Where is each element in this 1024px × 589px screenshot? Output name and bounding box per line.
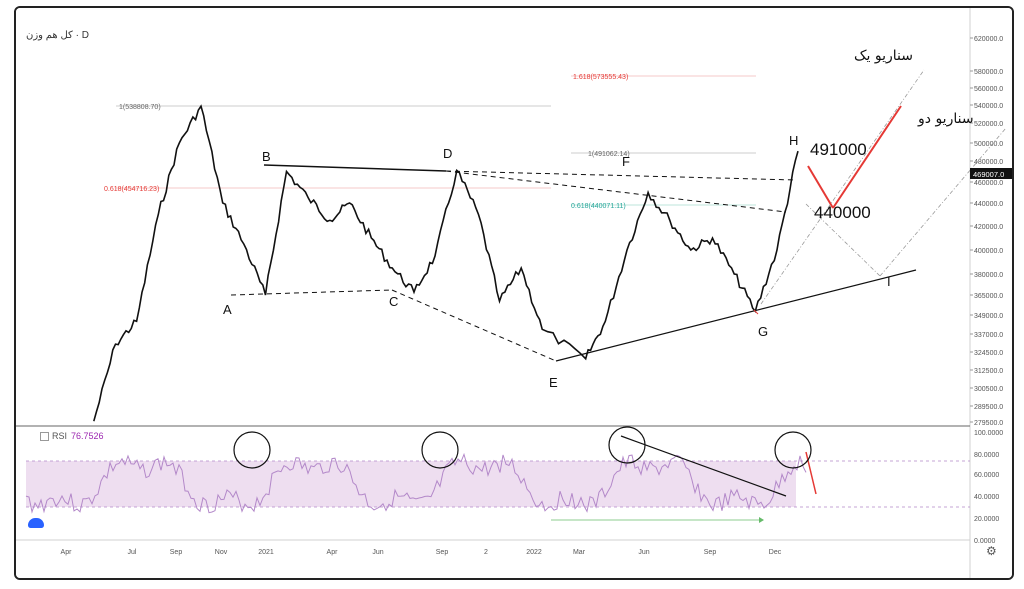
current-price-tag <box>970 168 1012 179</box>
pattern-point-A: A <box>223 302 232 317</box>
y-tick-label: 349000.0 <box>974 313 1003 320</box>
y-tick-label: 365000.0 <box>974 293 1003 300</box>
rsi-tick-label: 20.0000 <box>974 516 999 523</box>
fib-label-2: 0.618(454716.23) <box>104 186 159 193</box>
y-tick-label: 380000.0 <box>974 272 1003 279</box>
y-tick-label: 440000.0 <box>974 201 1003 208</box>
y-tick-label: 500000.0 <box>974 141 1003 148</box>
y-tick-label: 400000.0 <box>974 248 1003 255</box>
y-tick-label: 480000.0 <box>974 159 1003 166</box>
rsi-label: RSI <box>52 431 68 441</box>
x-tick-label: Nov <box>215 549 228 556</box>
x-tick-label: Dec <box>769 549 782 556</box>
pattern-point-I: I <box>887 274 891 289</box>
chart-frame: 620000.0 580000.0 560000.0 540000.0 520000.0… <box>14 6 1014 580</box>
pattern-point-C: C <box>389 294 398 309</box>
scenario-one-label: سناریو یک <box>854 48 913 64</box>
fib-label-5: 0.618(440071.11) <box>571 203 626 210</box>
fib-label-3: 1.618(573555.43) <box>573 74 628 81</box>
pattern-point-G: G <box>758 324 768 339</box>
pattern-point-B: B <box>262 149 271 164</box>
y-tick-label: 324500.0 <box>974 350 1003 357</box>
fib-label-4: 1(491062.14) <box>588 151 630 158</box>
tradingview-logo-icon[interactable] <box>28 518 44 528</box>
level-high-label: 491000 <box>810 140 867 159</box>
scenario-two-label: سناریو دو <box>917 111 974 127</box>
y-tick-label: 460000.0 <box>974 180 1003 187</box>
pattern-point-labels: A B C D E F G H I <box>223 133 891 390</box>
y-tick-label: 300500.0 <box>974 386 1003 393</box>
y-tick-label: 279500.0 <box>974 420 1003 427</box>
x-tick-label: 2022 <box>526 549 542 556</box>
rsi-band <box>26 461 796 507</box>
y-tick-label: 337000.0 <box>974 332 1003 339</box>
current-price-label: 469007.0 <box>973 170 1004 179</box>
x-tick-label: Apr <box>61 549 73 556</box>
x-tick-label: Mar <box>573 549 586 556</box>
x-tick-label: Jun <box>638 549 649 556</box>
rsi-tick-label: 80.0000 <box>974 452 999 459</box>
pattern-point-F: F <box>622 154 630 169</box>
x-tick-label: Jun <box>372 549 383 556</box>
x-tick-label: 2 <box>484 549 488 556</box>
y-tick-label: 560000.0 <box>974 86 1003 93</box>
pattern-lines <box>230 164 917 362</box>
x-tick-label: Apr <box>327 549 339 556</box>
time-x-axis: Apr Jul Sep Nov 2021 Apr Jun Sep 2 2022 Mar Jun Sep D… <box>61 549 782 556</box>
rsi-tick-label: 100.0000 <box>974 430 1003 437</box>
x-tick-label: Sep <box>436 549 449 556</box>
price-chart[interactable]: 620000.0 580000.0 560000.0 540000.0 520000.0… <box>16 8 1012 578</box>
pattern-point-H: H <box>789 133 798 148</box>
y-tick-label: 620000.0 <box>974 36 1003 43</box>
y-tick-label: 420000.0 <box>974 224 1003 231</box>
rsi-tick-label: 60.0000 <box>974 472 999 479</box>
price-series-line <box>93 104 799 422</box>
y-tick-label: 540000.0 <box>974 103 1003 110</box>
y-tick-label: 520000.0 <box>974 121 1003 128</box>
x-tick-label: Jul <box>128 549 137 556</box>
rsi-toggle-icon[interactable] <box>40 432 49 442</box>
x-tick-label: 2021 <box>258 549 274 556</box>
symbol-label: کل هم وزن · D <box>26 30 89 41</box>
rsi-tick-label: 40.0000 <box>974 494 999 501</box>
rsi-value: 76.7526 <box>71 431 104 441</box>
x-tick-label: Sep <box>704 549 717 556</box>
rsi-y-axis: 100.0000 80.0000 60.0000 40.0000 20.0000 0.00… <box>974 430 1003 545</box>
x-tick-label: Sep <box>170 549 183 556</box>
rsi-tick-label: 0.0000 <box>974 538 996 545</box>
pattern-point-D: D <box>443 146 452 161</box>
y-tick-label: 580000.0 <box>974 69 1003 76</box>
rsi-indicator-header[interactable]: RSI 76.7526 <box>40 431 104 442</box>
price-y-axis: 620000.0 580000.0 560000.0 540000.0 520000.0… <box>970 36 1003 427</box>
scenario-lines <box>753 69 1007 495</box>
rsi-annotations <box>233 426 812 523</box>
y-tick-label: 312500.0 <box>974 368 1003 375</box>
fib-label-1: 1(538808.70) <box>119 104 161 111</box>
settings-gear-icon[interactable]: ⚙ <box>986 544 997 558</box>
pattern-point-E: E <box>549 375 558 390</box>
y-tick-label: 289500.0 <box>974 404 1003 411</box>
level-low-label: 440000 <box>814 203 871 222</box>
